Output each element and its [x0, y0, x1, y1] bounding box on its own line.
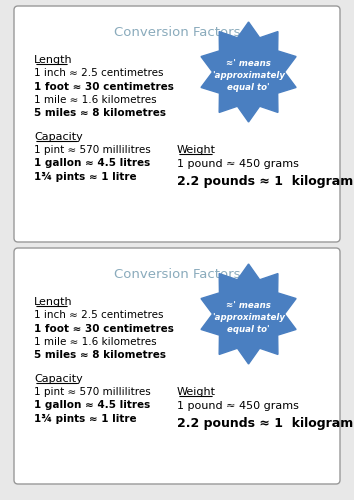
FancyBboxPatch shape [14, 6, 340, 242]
Text: 1 foot ≈ 30 centimetres: 1 foot ≈ 30 centimetres [34, 324, 174, 334]
Text: 2.2 pounds ≈ 1  kilogram: 2.2 pounds ≈ 1 kilogram [177, 417, 353, 430]
Text: 1 gallon ≈ 4.5 litres: 1 gallon ≈ 4.5 litres [34, 158, 150, 168]
Text: 1 mile ≈ 1.6 kilometres: 1 mile ≈ 1.6 kilometres [34, 95, 156, 105]
Text: ≈' means: ≈' means [226, 300, 271, 310]
Text: 1 pint ≈ 570 millilitres: 1 pint ≈ 570 millilitres [34, 145, 151, 155]
Text: 'approximately: 'approximately [212, 312, 285, 322]
Text: 1 mile ≈ 1.6 kilometres: 1 mile ≈ 1.6 kilometres [34, 337, 156, 347]
Text: 1 pound ≈ 450 grams: 1 pound ≈ 450 grams [177, 159, 299, 169]
Text: Length: Length [34, 55, 73, 65]
Text: 1 foot ≈ 30 centimetres: 1 foot ≈ 30 centimetres [34, 82, 174, 92]
Text: 1 inch ≈ 2.5 centimetres: 1 inch ≈ 2.5 centimetres [34, 68, 164, 78]
Text: 1 pound ≈ 450 grams: 1 pound ≈ 450 grams [177, 401, 299, 411]
FancyBboxPatch shape [14, 248, 340, 484]
Text: equal to': equal to' [227, 82, 270, 92]
Text: Capacity: Capacity [34, 132, 83, 142]
Text: 1 pint ≈ 570 millilitres: 1 pint ≈ 570 millilitres [34, 387, 151, 397]
Text: Conversion Factors: Conversion Factors [114, 26, 240, 39]
Text: Weight: Weight [177, 145, 216, 155]
Text: 1¾ pints ≈ 1 litre: 1¾ pints ≈ 1 litre [34, 172, 137, 182]
Text: Length: Length [34, 297, 73, 307]
Text: 1¾ pints ≈ 1 litre: 1¾ pints ≈ 1 litre [34, 414, 137, 424]
Text: Conversion Factors: Conversion Factors [114, 268, 240, 281]
Polygon shape [201, 22, 296, 122]
Text: Weight: Weight [177, 387, 216, 397]
Text: 1 gallon ≈ 4.5 litres: 1 gallon ≈ 4.5 litres [34, 400, 150, 410]
Polygon shape [201, 264, 296, 364]
Text: 1 inch ≈ 2.5 centimetres: 1 inch ≈ 2.5 centimetres [34, 310, 164, 320]
Text: 5 miles ≈ 8 kilometres: 5 miles ≈ 8 kilometres [34, 108, 166, 118]
Text: 5 miles ≈ 8 kilometres: 5 miles ≈ 8 kilometres [34, 350, 166, 360]
Text: 2.2 pounds ≈ 1  kilogram: 2.2 pounds ≈ 1 kilogram [177, 175, 353, 188]
Text: ≈' means: ≈' means [226, 58, 271, 68]
Text: Capacity: Capacity [34, 374, 83, 384]
Text: 'approximately: 'approximately [212, 70, 285, 80]
Text: equal to': equal to' [227, 324, 270, 334]
